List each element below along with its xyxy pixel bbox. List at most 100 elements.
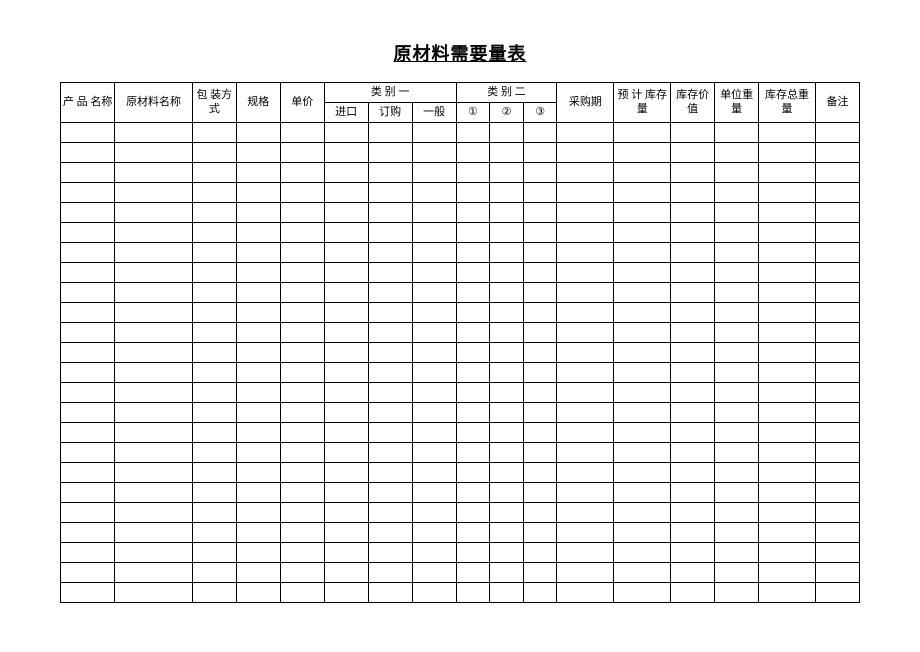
table-cell [192,563,236,583]
th-product-name: 产 品 名称 [61,83,115,123]
table-cell [115,423,193,443]
table-cell [61,583,115,603]
table-cell [368,463,412,483]
table-cell [490,223,524,243]
material-demand-table: 产 品 名称 原材料名称 包 装方式 规格 单价 类 别 一 类 别 二 采购期… [60,82,860,603]
table-cell [115,523,193,543]
table-cell [236,483,280,503]
table-cell [192,323,236,343]
table-cell [115,203,193,223]
table-cell [614,503,671,523]
table-cell [523,423,557,443]
table-cell [236,183,280,203]
table-cell [61,303,115,323]
th-cat2-one: ① [456,103,490,123]
table-cell [324,283,368,303]
table-cell [115,223,193,243]
table-cell [368,563,412,583]
table-cell [280,243,324,263]
table-cell [614,423,671,443]
table-cell [614,523,671,543]
table-cell [715,323,759,343]
table-cell [815,523,859,543]
table-row [61,423,860,443]
table-cell [412,383,456,403]
table-cell [557,203,614,223]
table-cell [523,543,557,563]
table-cell [523,263,557,283]
table-cell [115,463,193,483]
table-cell [815,263,859,283]
table-cell [614,283,671,303]
table-cell [557,563,614,583]
table-cell [412,403,456,423]
table-cell [490,403,524,423]
table-cell [456,203,490,223]
table-cell [759,143,816,163]
table-cell [759,503,816,523]
table-cell [192,303,236,323]
table-cell [614,383,671,403]
table-cell [368,123,412,143]
table-cell [280,463,324,483]
table-cell [61,343,115,363]
table-cell [490,243,524,263]
table-cell [557,503,614,523]
table-cell [671,583,715,603]
table-cell [759,163,816,183]
table-cell [236,143,280,163]
table-row [61,263,860,283]
table-cell [236,303,280,323]
table-cell [671,403,715,423]
table-cell [61,143,115,163]
table-cell [324,243,368,263]
table-cell [456,523,490,543]
table-cell [557,463,614,483]
table-cell [368,583,412,603]
table-cell [324,223,368,243]
table-cell [490,323,524,343]
table-cell [456,323,490,343]
table-cell [614,443,671,463]
table-cell [715,123,759,143]
table-cell [815,583,859,603]
table-row [61,243,860,263]
table-row [61,123,860,143]
table-cell [368,143,412,163]
table-cell [490,483,524,503]
th-stock-value: 库存价值 [671,83,715,123]
table-cell [280,423,324,443]
table-cell [759,483,816,503]
table-cell [280,563,324,583]
table-cell [280,263,324,283]
th-cat1-general: 一般 [412,103,456,123]
table-cell [412,323,456,343]
table-cell [280,403,324,423]
table-cell [715,363,759,383]
table-cell [61,403,115,423]
table-header: 产 品 名称 原材料名称 包 装方式 规格 单价 类 别 一 类 别 二 采购期… [61,83,860,123]
table-cell [368,283,412,303]
table-cell [456,283,490,303]
table-cell [557,163,614,183]
table-cell [368,163,412,183]
table-cell [61,443,115,463]
table-cell [236,543,280,563]
table-cell [192,423,236,443]
table-cell [815,543,859,563]
th-unit-weight: 单位重量 [715,83,759,123]
table-cell [490,303,524,323]
table-cell [412,503,456,523]
table-cell [412,443,456,463]
table-cell [192,263,236,283]
table-cell [715,203,759,223]
table-cell [815,563,859,583]
th-material-name: 原材料名称 [115,83,193,123]
table-cell [115,283,193,303]
table-cell [236,263,280,283]
table-cell [115,583,193,603]
table-cell [192,223,236,243]
table-cell [815,403,859,423]
table-cell [715,303,759,323]
table-row [61,583,860,603]
